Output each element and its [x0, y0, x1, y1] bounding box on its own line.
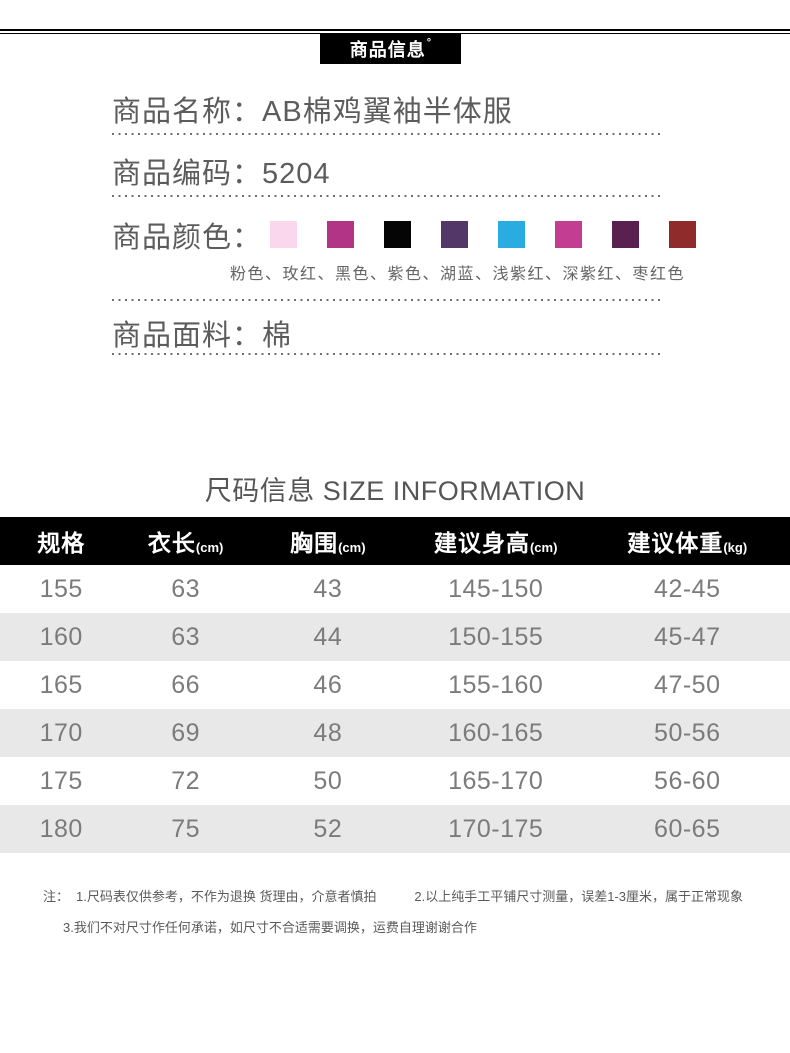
cell-height: 160-165 — [448, 718, 544, 747]
column-header-label: 建议体重 — [627, 530, 724, 556]
notes-line-1: 注： 1.尺码表仅供参考，不作为退换 货理由，介意者慎拍 2.以上纯手工平铺尺寸测… — [43, 886, 743, 905]
cell-spec: 170 — [39, 718, 83, 747]
cell-spec: 180 — [39, 814, 83, 843]
product-info-badge: 商品信息 ° — [320, 33, 461, 64]
cell-height: 165-170 — [448, 766, 544, 795]
cell-weight: 50-56 — [654, 718, 721, 747]
product-name-value: AB棉鸡翼袖半体服 — [262, 96, 513, 128]
cell-weight: 60-65 — [654, 814, 721, 843]
cell-bust: 43 — [313, 574, 343, 603]
column-header-unit: (cm) — [529, 539, 558, 555]
size-section-title: 尺码信息 SIZE INFORMATION — [204, 476, 586, 506]
product-code-row: 商品编码：5204 — [112, 150, 331, 192]
color-swatch-purple — [441, 221, 469, 248]
dotted-divider — [112, 195, 662, 197]
cell-length: 75 — [171, 814, 201, 843]
table-row: 180 75 52 170-175 60-65 — [0, 805, 790, 853]
degree-mark: ° — [426, 36, 433, 49]
cell-length: 72 — [171, 766, 201, 795]
size-table-body: 155 63 43 145-150 42-45 160 63 44 150-15… — [0, 565, 790, 853]
size-table: 规格 衣长 (cm) 胸围 (cm) 建议身高 (cm) 建议体重 (kg) 155 6… — [0, 517, 790, 853]
product-fabric-value: 棉 — [262, 320, 293, 352]
color-swatch-black — [384, 221, 412, 248]
color-swatch-pink — [270, 221, 298, 248]
product-name-label: 商品名称： — [112, 96, 263, 128]
product-fabric-row: 商品面料：棉 — [112, 312, 292, 354]
color-names-list: 粉色、玫红、黑色、紫色、湖蓝、浅紫红、深紫红、枣红色 — [230, 266, 686, 283]
column-header-spec: 规格 — [0, 524, 122, 558]
color-swatch-dark-purple-red — [612, 221, 640, 248]
product-name-row: 商品名称：AB棉鸡翼袖半体服 — [112, 88, 513, 130]
cell-bust: 50 — [313, 766, 343, 795]
cell-bust: 44 — [313, 622, 343, 651]
table-row: 175 72 50 165-170 56-60 — [0, 757, 790, 805]
cell-length: 66 — [171, 670, 201, 699]
color-swatch-rose — [327, 221, 355, 248]
cell-height: 150-155 — [448, 622, 544, 651]
cell-spec: 160 — [39, 622, 83, 651]
cell-spec: 165 — [39, 670, 83, 699]
cell-height: 170-175 — [448, 814, 544, 843]
cell-spec: 175 — [39, 766, 83, 795]
color-swatch-lake-blue — [498, 221, 526, 248]
column-header-label: 建议身高 — [433, 530, 530, 556]
column-header-label: 胸围 — [290, 530, 339, 556]
product-code-label: 商品编码： — [112, 158, 263, 190]
column-header-unit: (cm) — [195, 539, 224, 555]
color-swatches — [270, 221, 697, 248]
cell-length: 63 — [171, 622, 201, 651]
cell-weight: 47-50 — [654, 670, 721, 699]
dotted-divider — [112, 133, 662, 135]
product-fabric-label: 商品面料： — [112, 320, 263, 352]
column-header-label: 规格 — [37, 530, 86, 556]
cell-length: 69 — [171, 718, 201, 747]
cell-height: 145-150 — [448, 574, 544, 603]
table-row: 170 69 48 160-165 50-56 — [0, 709, 790, 757]
cell-weight: 56-60 — [654, 766, 721, 795]
note-item-2: 2.以上纯手工平铺尺寸测量，误差1-3厘米，属于正常现象 — [414, 889, 743, 904]
cell-bust: 48 — [313, 718, 343, 747]
column-header-bust: 胸围 (cm) — [249, 524, 407, 558]
notes-prefix: 注： — [43, 889, 70, 904]
note-item-1: 1.尺码表仅供参考，不作为退换 货理由，介意者慎拍 — [76, 889, 377, 904]
size-table-header: 规格 衣长 (cm) 胸围 (cm) 建议身高 (cm) 建议体重 (kg) — [0, 517, 790, 565]
table-row: 160 63 44 150-155 45-47 — [0, 613, 790, 661]
table-row: 155 63 43 145-150 42-45 — [0, 565, 790, 613]
cell-length: 63 — [171, 574, 201, 603]
dotted-divider — [112, 299, 662, 301]
column-header-label: 衣长 — [147, 530, 196, 556]
column-header-unit: (kg) — [723, 539, 748, 555]
cell-bust: 46 — [313, 670, 343, 699]
color-swatch-jujube-red — [669, 221, 697, 248]
cell-spec: 155 — [39, 574, 83, 603]
column-header-length: 衣长 (cm) — [122, 524, 248, 558]
size-notes: 注： 1.尺码表仅供参考，不作为退换 货理由，介意者慎拍 2.以上纯手工平铺尺寸测… — [43, 886, 743, 936]
cell-weight: 42-45 — [654, 574, 721, 603]
dotted-divider — [112, 353, 662, 355]
product-info-badge-label: 商品信息 — [349, 39, 426, 60]
cell-height: 155-160 — [448, 670, 544, 699]
column-header-unit: (cm) — [338, 539, 366, 555]
note-item-3: 3.我们不对尺寸作任何承诺，如尺寸不合适需要调换，运费自理谢谢合作 — [63, 920, 477, 935]
column-header-height: 建议身高 (cm) — [407, 524, 585, 558]
cell-bust: 52 — [313, 814, 343, 843]
product-color-row: 商品颜色： — [112, 214, 697, 256]
top-divider-thick-line — [0, 29, 790, 31]
column-header-weight: 建议体重 (kg) — [585, 524, 790, 558]
color-swatch-light-purple-red — [555, 221, 583, 248]
product-code-value: 5204 — [262, 158, 331, 190]
cell-weight: 45-47 — [654, 622, 721, 651]
product-color-label: 商品颜色： — [112, 222, 263, 254]
table-row: 165 66 46 155-160 47-50 — [0, 661, 790, 709]
